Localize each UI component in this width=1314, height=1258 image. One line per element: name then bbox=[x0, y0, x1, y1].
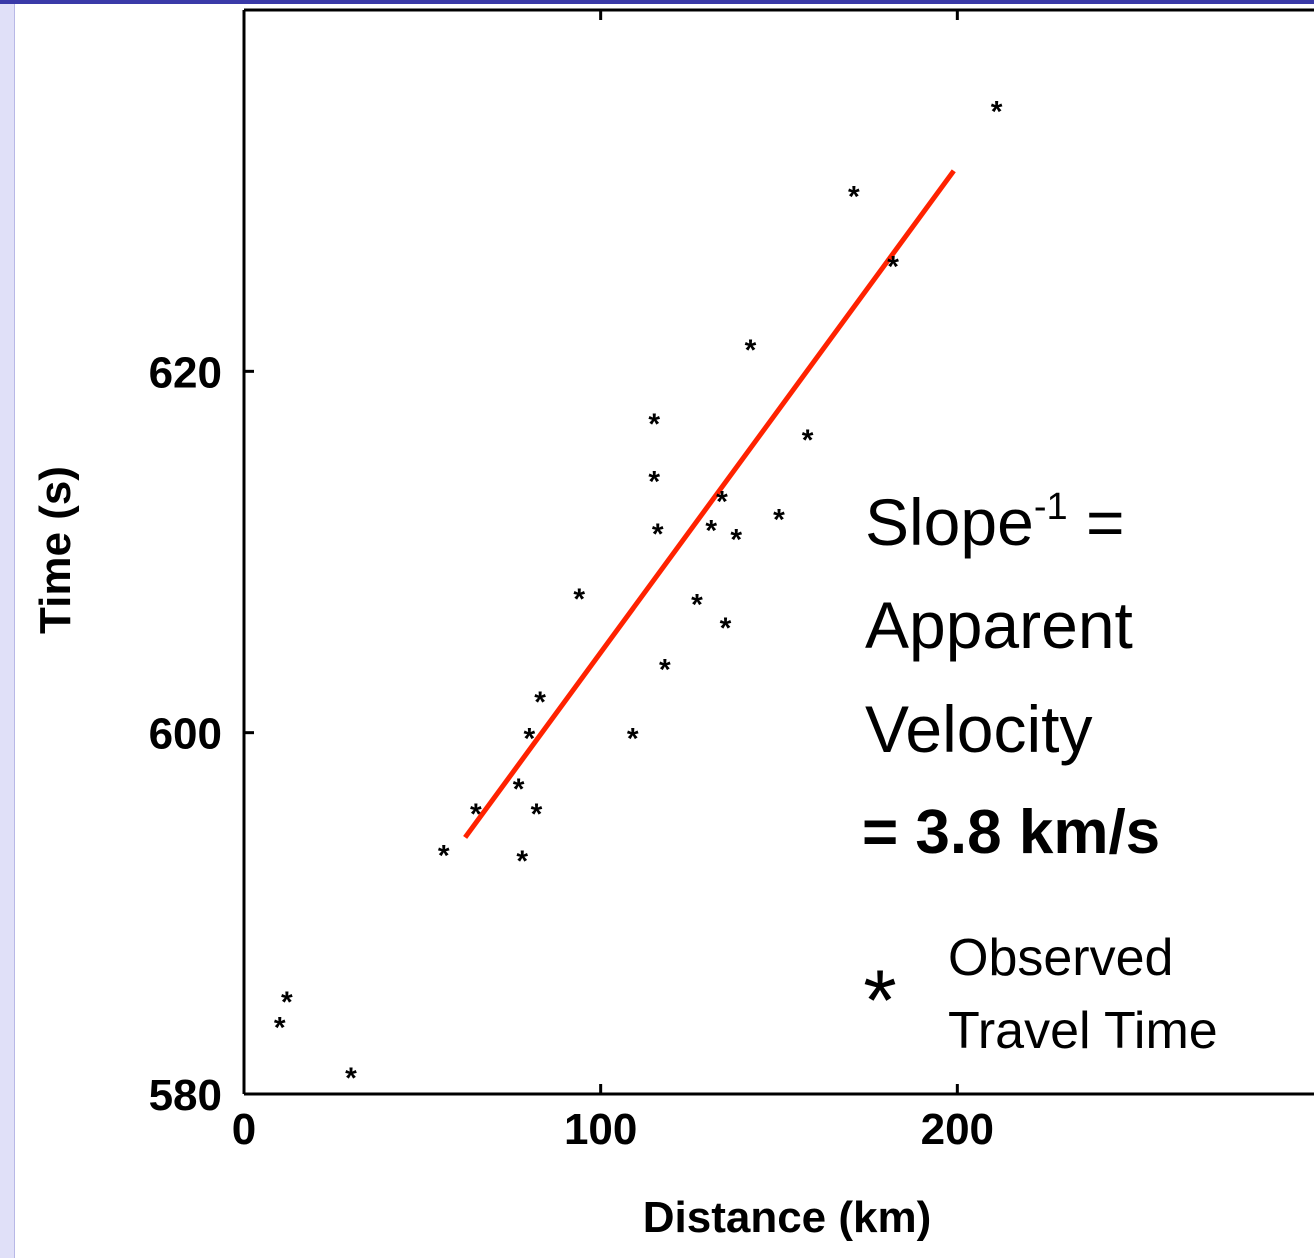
data-point: * bbox=[848, 180, 860, 213]
y-tick-label: 620 bbox=[149, 348, 222, 397]
annotation-velocity-value: = 3.8 km/s bbox=[862, 798, 1160, 867]
x-tick-label: 200 bbox=[921, 1105, 994, 1154]
data-point: * bbox=[773, 504, 785, 537]
data-point: * bbox=[274, 1011, 286, 1044]
x-axis-label: Distance (km) bbox=[643, 1193, 932, 1242]
y-axis-label: Time (s) bbox=[31, 466, 80, 634]
annotation-line-velocity: Velocity bbox=[865, 692, 1092, 766]
data-point: * bbox=[730, 524, 742, 557]
data-point: * bbox=[534, 686, 546, 719]
y-tick-label: 600 bbox=[149, 710, 222, 759]
data-point: * bbox=[470, 798, 482, 831]
data-point: * bbox=[438, 840, 450, 873]
data-point: * bbox=[513, 773, 525, 806]
data-point: * bbox=[345, 1062, 357, 1095]
slide-side-frame bbox=[0, 0, 15, 1258]
data-point: * bbox=[887, 251, 899, 284]
data-point: * bbox=[745, 334, 757, 367]
data-point: * bbox=[281, 986, 293, 1019]
annotation: Slope-1 = Apparent Velocity = 3.8 km/s bbox=[862, 485, 1160, 867]
annotation-slope: Slope-1 = bbox=[865, 485, 1125, 559]
data-point: * bbox=[705, 515, 717, 548]
data-point: * bbox=[627, 722, 639, 755]
fit-line-group bbox=[463, 169, 956, 839]
data-point: * bbox=[652, 518, 664, 551]
points-group: *************************** bbox=[274, 95, 1003, 1095]
legend: * Observed Travel Time bbox=[863, 929, 1217, 1060]
data-point: * bbox=[531, 798, 543, 831]
fit-line bbox=[463, 169, 956, 839]
annotation-line-apparent: Apparent bbox=[865, 588, 1133, 662]
data-point: * bbox=[648, 408, 660, 441]
data-point: * bbox=[573, 583, 585, 616]
ticks: 0 100 200 580 600 620 bbox=[149, 10, 994, 1154]
data-point: * bbox=[659, 654, 671, 687]
axes bbox=[242, 8, 1314, 1096]
x-tick-label: 0 bbox=[232, 1105, 256, 1154]
data-point: * bbox=[991, 95, 1003, 128]
legend-label-line-2: Travel Time bbox=[948, 1002, 1218, 1060]
data-point: * bbox=[720, 612, 732, 645]
y-tick-label: 580 bbox=[149, 1071, 222, 1120]
x-tick-label: 100 bbox=[564, 1105, 637, 1154]
legend-label-line-1: Observed bbox=[948, 929, 1173, 987]
data-point: * bbox=[802, 424, 814, 457]
data-point: * bbox=[516, 845, 528, 878]
data-point: * bbox=[691, 589, 703, 622]
legend-marker-icon: * bbox=[863, 953, 896, 1049]
data-point: * bbox=[648, 466, 660, 499]
data-point: * bbox=[523, 722, 535, 755]
data-point: * bbox=[716, 486, 728, 519]
slide-top-frame bbox=[0, 0, 1314, 4]
